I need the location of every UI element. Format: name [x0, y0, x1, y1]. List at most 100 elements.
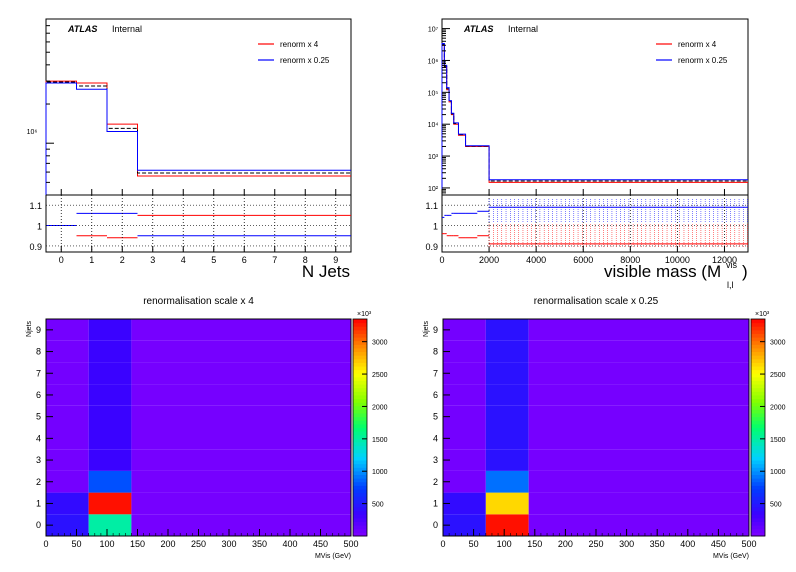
- y-tick-label: 3: [36, 455, 41, 465]
- heatmap-cell: [46, 514, 89, 536]
- colorbar-segment: [353, 340, 367, 345]
- heatmap-cell: [528, 362, 749, 385]
- series-line-2: [441, 43, 748, 195]
- ratio-frame: [441, 194, 749, 253]
- heatmap-cell: [46, 340, 89, 363]
- colorbar-exponent: ×10³: [755, 311, 770, 318]
- y-tick-label: 9: [433, 325, 438, 335]
- colorbar-segment: [353, 503, 367, 508]
- colorbar-segment: [751, 517, 765, 523]
- colorbar-segment: [353, 387, 367, 392]
- heatmap-cell: [131, 470, 351, 493]
- colorbar-segment: [751, 467, 765, 472]
- ratio-tick-label: 0.9: [29, 242, 42, 252]
- x-tick-label: 250: [191, 539, 206, 549]
- colorbar-segment: [751, 456, 765, 461]
- y-tick-label: 7: [36, 368, 41, 378]
- series-line-1: [45, 81, 351, 195]
- x-tick-label: 0: [440, 539, 445, 549]
- heatmap-cell: [46, 449, 89, 471]
- heatmap-cell: [131, 514, 351, 536]
- colorbar-segment: [751, 369, 765, 374]
- colorbar-segment: [353, 452, 367, 457]
- colorbar-tick-label: 3000: [770, 340, 786, 347]
- x-tick-label: 0: [43, 539, 48, 549]
- colorbar-segment: [353, 474, 367, 479]
- colorbar-segment: [353, 434, 367, 439]
- heatmap-cell: [443, 405, 486, 428]
- colorbar-segment: [751, 427, 765, 432]
- y-tick-label: 9: [36, 325, 41, 335]
- colorbar-segment: [751, 496, 765, 501]
- y-axis-title: Njets: [26, 321, 33, 337]
- x-tick-label: 500: [741, 539, 756, 549]
- colorbar-segment: [751, 344, 765, 349]
- x-tick-label: 300: [221, 539, 236, 549]
- colorbar-tick-label: 1000: [770, 469, 786, 476]
- heatmap-cell: [131, 384, 351, 406]
- colorbar-segment: [353, 333, 367, 338]
- colorbar-segment: [751, 326, 765, 331]
- mvis-plot: 1.1 1 0.90 2000 4000 6000 8000 10000 12000 ATLAS I…: [425, 18, 749, 290]
- colorbar-segment: [353, 525, 367, 530]
- colorbar-segment: [751, 528, 765, 533]
- heatmap-cell: [88, 405, 132, 428]
- heatmap-cell: [46, 470, 89, 493]
- colorbar-tick-label: 3000: [372, 340, 388, 347]
- heatmap-cell: [46, 362, 89, 385]
- colorbar-segment: [353, 488, 367, 494]
- colorbar-segment: [353, 398, 367, 403]
- y-tick-label: 5: [36, 412, 41, 422]
- colorbar-segment: [353, 358, 367, 363]
- colorbar-segment: [751, 329, 765, 334]
- y-tick-label: 5: [433, 412, 438, 422]
- heatmap-cell: [443, 340, 486, 363]
- x-tick-label: 350: [650, 539, 665, 549]
- y-tick-label: 2: [433, 477, 438, 487]
- colorbar-segment: [751, 380, 765, 385]
- x-tick-label: 150: [527, 539, 542, 549]
- y-tick-label: 10³: [428, 154, 439, 161]
- colorbar-segment: [751, 409, 765, 414]
- heatmap-cell: [485, 405, 529, 428]
- colorbar-segment: [751, 322, 765, 327]
- heatmap-cell: [528, 405, 749, 428]
- colorbar-segment: [751, 366, 765, 371]
- colorbar-segment: [353, 521, 367, 526]
- colorbar-segment: [353, 420, 367, 425]
- x-tick-label: 200: [160, 539, 175, 549]
- heatmap-cell: [528, 319, 749, 341]
- colorbar-segment: [751, 438, 765, 443]
- colorbar-segment: [751, 387, 765, 392]
- colorbar-segment: [751, 463, 765, 468]
- heatmap-cell: [485, 449, 529, 471]
- y-tick-label: 10⁶: [27, 129, 38, 136]
- colorbar-segment: [751, 402, 765, 407]
- x-tick-label: 400: [282, 539, 297, 549]
- heatmap-cell: [485, 470, 529, 493]
- heat4-plot: 0 50 100 150 200 250 300 350 400 450 500 0 1 2 3 4 5 6 7 8 9…: [26, 296, 388, 560]
- colorbar-segment: [751, 507, 765, 512]
- x-tick-label: 3: [150, 255, 155, 265]
- colorbar-segment: [353, 409, 367, 414]
- x-tick-label: 8: [303, 255, 308, 265]
- colorbar-segment: [751, 460, 765, 465]
- colorbar-segment: [353, 507, 367, 512]
- colorbar-segment: [751, 373, 765, 378]
- colorbar-segment: [751, 485, 765, 490]
- heatmap-cell: [131, 340, 351, 363]
- heatmap-cell: [528, 492, 749, 515]
- ratio-tick-label: 1.1: [29, 201, 42, 211]
- x-tick-label: 4: [181, 255, 186, 265]
- x-tick-label: 2: [120, 255, 125, 265]
- colorbar-segment: [751, 362, 765, 367]
- colorbar-segment: [751, 319, 765, 324]
- x-axis-title: MVis (GeV): [315, 553, 351, 560]
- y-axis-title: Njets: [423, 321, 430, 337]
- heatmap-cell: [131, 449, 351, 471]
- colorbar-segment: [751, 503, 765, 508]
- y-tick-label: 7: [433, 368, 438, 378]
- colorbar-segment: [353, 532, 367, 537]
- heatmap-cell: [528, 340, 749, 363]
- ratio-frame: [45, 194, 352, 253]
